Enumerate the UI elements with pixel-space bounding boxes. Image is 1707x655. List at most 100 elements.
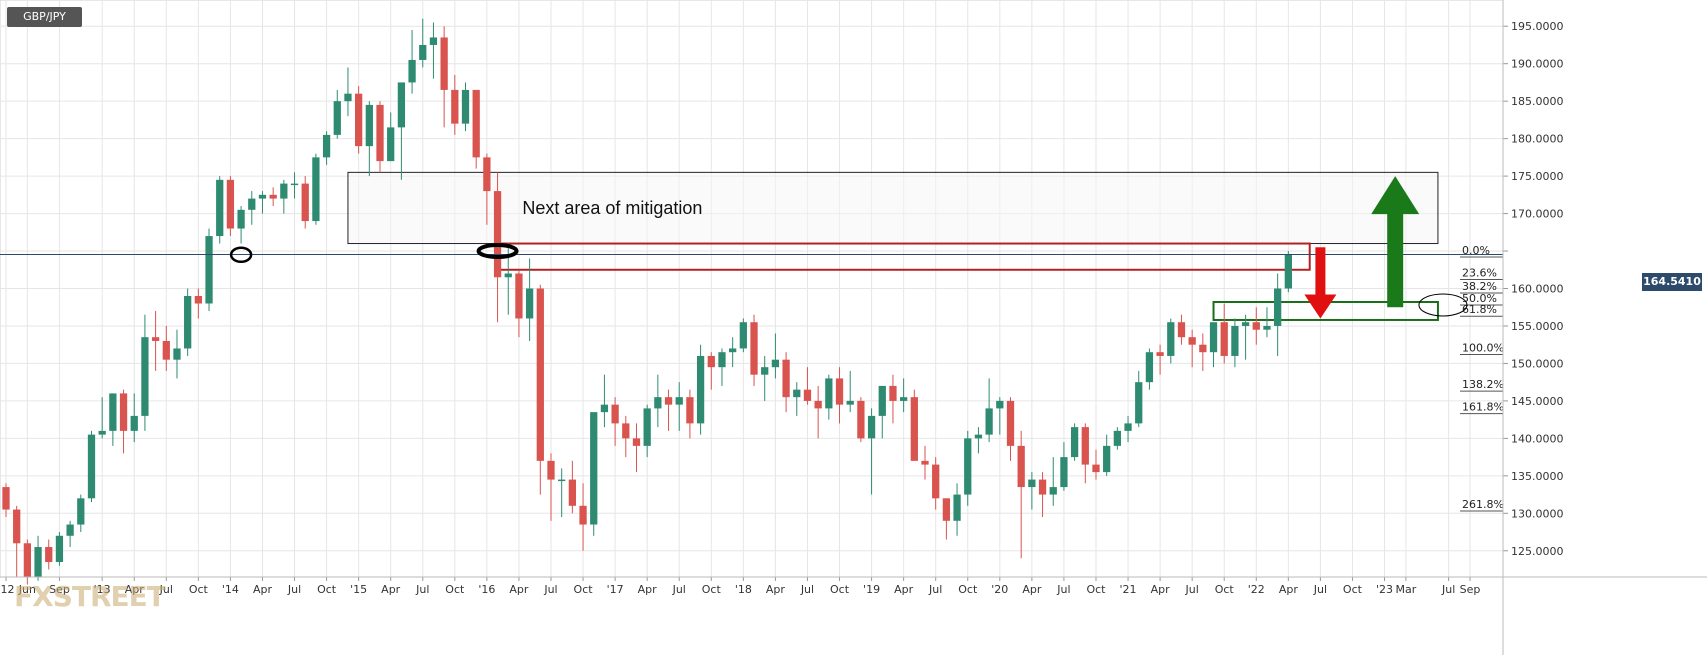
candle-body-down [750,322,758,375]
highlight-circle [476,243,519,260]
candle-body-down [376,104,384,162]
candle-body-down [1092,464,1100,473]
candle-body-down [1006,400,1015,446]
candle-body-up [590,412,598,525]
x-tick-label: Oct [574,583,594,596]
candle-body-up [1231,325,1239,356]
candle-body-up [1209,322,1218,353]
x-tick-label: Sep [1460,583,1481,596]
current-price-tag: 164.5410 [1642,273,1702,291]
candle-body-up [761,367,769,375]
y-tick-label: 135.0000 [1511,470,1564,483]
candle-body-up [718,352,726,368]
x-tick-label: Oct [1215,583,1235,596]
x-tick-label: Jul [287,583,301,596]
x-tick-label: '14 [222,583,239,596]
candle-body-down [664,397,673,405]
fib-level-label: 38.2% [1462,280,1497,293]
candle-body-up [87,434,96,499]
fib-level-label: 261.8% [1462,498,1504,511]
candle-body-up [429,37,438,45]
candle-body-down [686,397,694,424]
candle-body-down [23,543,32,577]
x-tick-label: Mar [1396,583,1417,596]
overlay-layer: 0.0% 23.6%38.2%50.0%61.8% 100.0% 138.2% 161.… [0,176,1504,512]
candle-body-up [1145,352,1154,383]
candle-body-up [1049,487,1057,495]
candle-body-up [1124,423,1132,431]
x-tick-label: Jul [159,583,173,596]
y-tick-label: 125.0000 [1511,545,1564,558]
x-tick-label: Jul [928,583,942,596]
candle-body-up [1028,479,1036,488]
candle-body-down [547,460,555,480]
x-tick-label: Apr [381,583,401,596]
y-tick-label: 140.0000 [1511,432,1564,445]
candle-body-down [632,438,641,446]
candle-body-down [942,498,951,521]
candle-body-down [932,464,940,499]
candle-body-down [194,295,202,304]
fib-level-label: 0.0% [1462,244,1490,257]
candle-body-up [953,494,961,521]
x-tick-label: Apr [253,583,273,596]
up-arrow-head [1371,176,1420,215]
down-arrow-head [1304,294,1337,319]
x-tick-label: Oct [1343,583,1363,596]
candle-body-up [525,288,534,319]
fib-level-label: 61.8% [1462,303,1497,316]
candle-body-down [707,355,715,368]
y-tick-label: 155.0000 [1511,320,1564,333]
candle-body-up [77,498,85,525]
candle-body-down [493,191,502,278]
candle-body-up [397,82,406,128]
y-tick-label: 195.0000 [1511,20,1564,33]
candle-body-up [1103,445,1111,473]
candle-body-down [515,273,523,319]
up-arrow-icon [1371,176,1420,308]
candle-body-up [141,337,149,416]
candle-body-down [611,404,619,424]
candle-body-down [13,509,21,544]
candle-body-up [996,400,1004,409]
mitigation-zone-label: Next area of mitigation [522,198,702,218]
candle-body-up [985,408,993,435]
candle-body-up [205,236,213,304]
candle-body-down [782,359,790,398]
candle-body-up [793,389,801,398]
x-tick-label: Apr [1279,583,1299,596]
candle-body-up [322,134,331,158]
candle-body-down [1252,322,1260,330]
x-tick-label: '15 [350,583,367,596]
y-tick-label: 130.0000 [1511,507,1564,520]
y-tick-label: 185.0000 [1511,95,1564,108]
watermark-logo: FXSTREET [14,580,166,613]
candle-body-up [878,385,886,416]
candle-body-down [1220,322,1228,356]
fib-level-label: 100.0% [1462,341,1504,354]
candle-body-down [301,183,309,222]
x-tick-label: Apr [638,583,658,596]
candle-body-up [184,295,192,349]
fib-level-label: 161.8% [1462,401,1504,414]
candle-body-up [248,198,256,210]
x-tick-label: Apr [1151,583,1171,596]
y-tick-label: 150.0000 [1511,357,1564,370]
candle-body-down [1038,479,1047,495]
candle-body-up [974,434,983,439]
candle-body-down [1156,352,1164,356]
x-tick-label: Sep [49,583,70,596]
candle-body-up [344,93,352,102]
grid-layer [0,0,1504,578]
candle-body-up [1135,382,1143,424]
candle-body-down [1017,445,1025,488]
x-tick-label: '12 [0,583,15,596]
candle-body-up [461,89,470,124]
candle-body-down [1081,427,1089,465]
candle-body-up [98,430,106,435]
candle-body-up [1284,254,1292,289]
symbol-badge[interactable]: GBP/JPY [7,7,82,27]
